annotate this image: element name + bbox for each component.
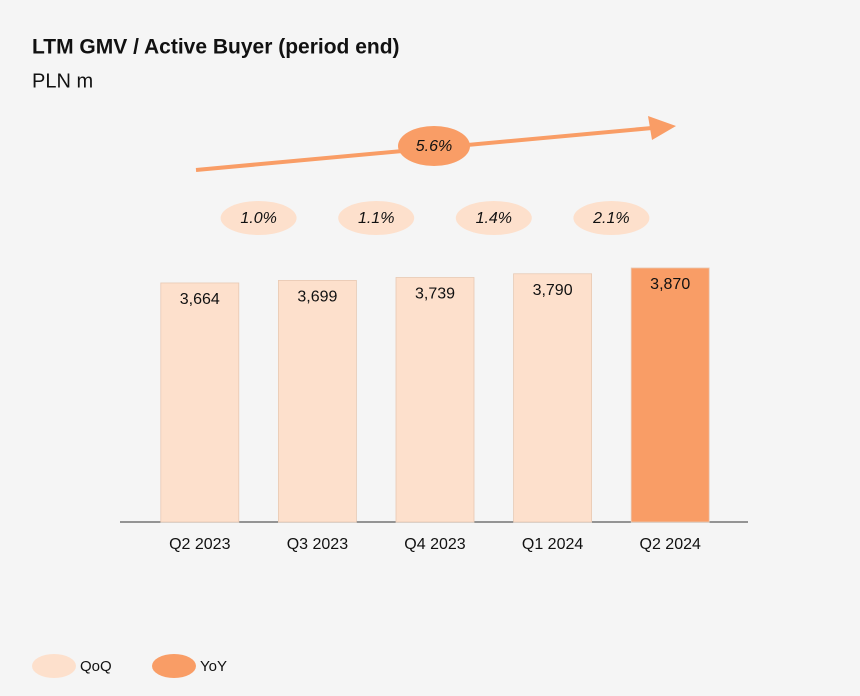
qoq-label: 1.1% — [358, 210, 394, 227]
chart-subtitle: PLN m — [32, 70, 93, 92]
x-tick-label: Q2 2024 — [640, 536, 701, 553]
value-label: 3,790 — [533, 282, 573, 299]
value-label: 3,664 — [180, 291, 220, 308]
bar — [160, 282, 240, 523]
legend-swatch — [32, 654, 76, 678]
x-tick-label: Q3 2023 — [287, 536, 348, 553]
yoy-bubble — [398, 126, 470, 166]
qoq-label: 1.0% — [240, 210, 276, 227]
value-label: 3,739 — [415, 286, 455, 303]
qoq-bubble — [455, 201, 532, 235]
bar — [630, 267, 710, 523]
qoq-label: 2.1% — [592, 210, 629, 227]
legend-label: QoQ — [80, 658, 112, 675]
legend-label: YoY — [200, 658, 227, 675]
arrow-head — [648, 116, 676, 140]
bar — [277, 280, 357, 523]
bar — [513, 273, 592, 523]
value-label: 3,870 — [650, 276, 690, 293]
x-tick-label: Q1 2024 — [522, 536, 583, 553]
x-tick-label: Q4 2023 — [404, 536, 465, 553]
qoq-bubble — [220, 201, 297, 235]
qoq-label: 1.4% — [476, 210, 512, 227]
legend-swatch — [152, 654, 196, 678]
qoq-bubble — [338, 201, 415, 235]
bar — [395, 277, 475, 523]
value-label: 3,699 — [297, 289, 337, 306]
chart-title: LTM GMV / Active Buyer (period end) — [32, 36, 400, 59]
qoq-bubble — [573, 201, 650, 235]
x-tick-label: Q2 2023 — [169, 536, 230, 553]
yoy-label: 5.6% — [416, 138, 452, 155]
